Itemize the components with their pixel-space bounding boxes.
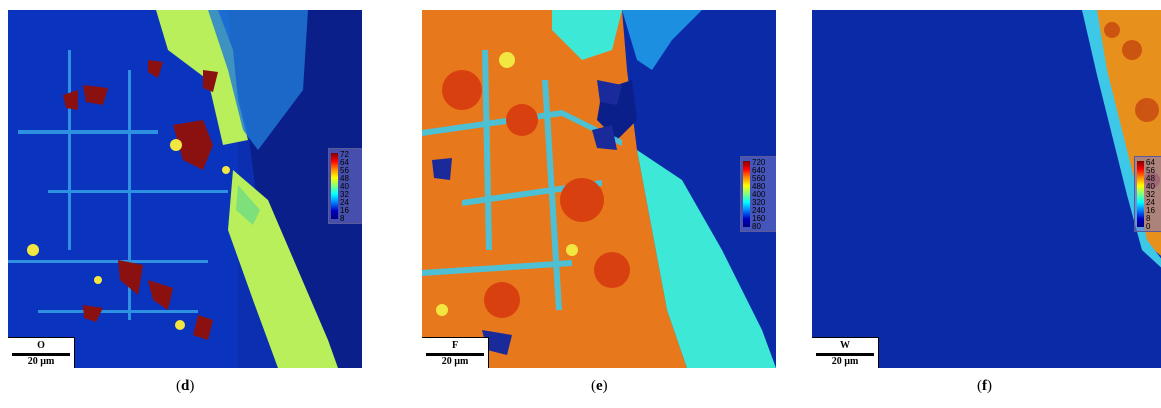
caption-close: ) <box>987 378 992 394</box>
colorbar-gradient <box>331 153 338 219</box>
colorbar-tick: 80 <box>752 222 761 231</box>
element-map-fluorine: 720 640 560 480 400 320 240 160 80 count… <box>422 10 776 368</box>
colorbar-tick: 720 <box>752 158 766 167</box>
colorbar-tick: 8 <box>340 214 345 223</box>
colorbar-tick: 240 <box>752 206 766 215</box>
colorbar-gradient <box>1137 161 1144 227</box>
colorbar-tick: 400 <box>752 190 766 199</box>
colorbar-tick: 64 <box>340 158 349 167</box>
colorbar-tick: 640 <box>752 166 766 175</box>
caption-e: (e) <box>591 378 608 395</box>
scale-line <box>426 353 484 356</box>
scale-line <box>12 353 70 356</box>
colorbar-tick: 560 <box>752 174 766 183</box>
tungsten-map-image <box>812 10 1161 368</box>
scale-length: 20 µm <box>441 356 469 367</box>
caption-close: ) <box>602 378 608 394</box>
colorbar: 64 56 48 40 32 24 16 8 0 counts <box>1134 156 1161 232</box>
colorbar-tick: 24 <box>340 198 349 207</box>
colorbar-ticks: 720 640 560 480 400 320 240 160 80 <box>752 159 765 231</box>
colorbar: 72 64 56 48 40 32 24 16 8 counts <box>328 148 362 224</box>
colorbar-tick: 40 <box>340 182 349 191</box>
scale-bar: O 20 µm <box>8 337 75 368</box>
caption-f: (f) <box>977 378 992 395</box>
colorbar-tick: 72 <box>340 150 349 159</box>
colorbar-tick: 8 <box>1146 214 1151 223</box>
colorbar-ticks: 64 56 48 40 32 24 16 8 0 <box>1146 159 1155 231</box>
colorbar-unit: counts <box>774 183 776 205</box>
colorbar-tick: 24 <box>1146 198 1155 207</box>
scale-bar: F 20 µm <box>422 337 489 368</box>
colorbar-tick: 320 <box>752 198 766 207</box>
colorbar-tick: 48 <box>340 174 349 183</box>
colorbar-tick: 16 <box>340 206 349 215</box>
element-label: F <box>451 340 459 351</box>
colorbar-tick: 64 <box>1146 158 1155 167</box>
element-map-oxygen: 72 64 56 48 40 32 24 16 8 counts O 20 µm <box>8 10 362 368</box>
scale-line <box>816 353 874 356</box>
colorbar-tick: 32 <box>1146 190 1155 199</box>
caption-open: ( <box>977 378 982 394</box>
fluorine-map-image <box>422 10 776 368</box>
caption-open: ( <box>591 378 596 394</box>
element-label: W <box>840 340 850 351</box>
oxygen-map-image <box>8 10 362 368</box>
colorbar-gradient <box>743 161 750 227</box>
colorbar-tick: 56 <box>1146 166 1155 175</box>
colorbar-tick: 16 <box>1146 206 1155 215</box>
scale-length: 20 µm <box>831 356 859 367</box>
colorbar-ticks: 72 64 56 48 40 32 24 16 8 <box>340 151 349 223</box>
caption-letter: e <box>596 378 603 394</box>
scale-bar: W 20 µm <box>812 337 879 368</box>
colorbar-tick: 48 <box>1146 174 1155 183</box>
scale-length: 20 µm <box>27 356 55 367</box>
caption-letter: d <box>181 378 190 394</box>
element-map-tungsten: 64 56 48 40 32 24 16 8 0 counts W 20 µm <box>812 10 1161 368</box>
caption-close: ) <box>189 378 195 394</box>
colorbar-tick: 0 <box>1146 222 1151 231</box>
colorbar-tick: 160 <box>752 214 766 223</box>
colorbar-tick: 56 <box>340 166 349 175</box>
colorbar: 720 640 560 480 400 320 240 160 80 count… <box>740 156 776 232</box>
caption-letter: f <box>982 378 987 394</box>
colorbar-tick: 32 <box>340 190 349 199</box>
element-label: O <box>37 340 45 351</box>
caption-open: ( <box>176 378 181 394</box>
colorbar-tick: 480 <box>752 182 766 191</box>
colorbar-tick: 40 <box>1146 182 1155 191</box>
caption-d: (d) <box>176 378 194 395</box>
